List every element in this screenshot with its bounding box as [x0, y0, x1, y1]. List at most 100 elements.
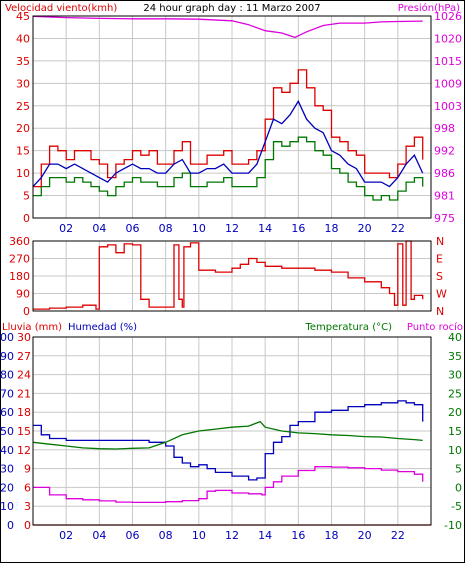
x-tick-label: 06: [126, 529, 140, 542]
x-tick-label: 14: [258, 529, 272, 542]
series-layer: [32, 15, 424, 201]
temperature-tick-labels: -10 -5 0 5 10 15 20 25 30 35 40: [444, 331, 462, 532]
x-tick-label: 10: [192, 222, 206, 235]
y-tick-labels: 0 90 180 270 360: [9, 235, 30, 318]
x-tick-label: 02: [59, 222, 73, 235]
humidity-tick-label: 10: [0, 500, 14, 513]
rain-tick-label: 24: [17, 369, 31, 382]
pressure-tick-label: 1015: [434, 55, 462, 68]
dew-point-axis-label: Punto rocío: [407, 321, 463, 333]
x-tick-labels: 02 04 06 08 10 12 14 16 18 20 22: [59, 529, 405, 542]
pressure-tick-label: 1026: [434, 10, 462, 23]
compass-tick-label: N: [436, 235, 444, 248]
x-tick-label: 02: [59, 529, 73, 542]
rain-tick-labels: 0 3 6 9 12 15 18 21 24 27 30: [17, 331, 31, 532]
temperature-tick-label: 40: [448, 331, 462, 344]
x-tick-label: 10: [192, 529, 206, 542]
temperature-tick-label: -10: [444, 519, 462, 532]
plot-border: [32, 240, 432, 312]
compass-tick-label: S: [436, 270, 443, 283]
dew-line: [33, 466, 424, 504]
direction-tick-label: 270: [9, 253, 30, 266]
wind-tick-label: 30: [16, 77, 30, 90]
pressure-tick-label: 1020: [434, 32, 462, 45]
y2-tick-labels: 975 981 986 992 998 1003 1009 1015 1020 1026: [434, 10, 462, 225]
humidity-tick-label: 80: [0, 369, 14, 382]
rain-tick-label: 12: [17, 444, 31, 457]
wind-pressure-panel: Velocidad viento(kmh) 24 hour graph day …: [5, 2, 462, 235]
x-tick-label: 04: [92, 529, 106, 542]
humidity-tick-label: 40: [0, 444, 14, 457]
rain-tick-label: 15: [17, 425, 31, 438]
temperature-tick-label: 5: [455, 463, 462, 476]
chart-title: 24 hour graph day : 11 Marzo 2007: [143, 3, 320, 14]
x-tick-label: 18: [325, 222, 339, 235]
compass-tick-label: E: [436, 253, 443, 266]
pressure-line: [32, 15, 423, 39]
direction-line: [33, 240, 424, 310]
humidity-tick-label: 0: [7, 519, 14, 532]
x-tick-label: 14: [258, 222, 272, 235]
min-line: [33, 136, 424, 201]
pressure-tick-label: 981: [434, 190, 455, 203]
rain-tick-label: 18: [17, 406, 31, 419]
gust-line: [33, 69, 424, 188]
temperature-tick-label: 20: [448, 406, 462, 419]
direction-tick-label: 90: [16, 288, 30, 301]
humidity-tick-label: 30: [0, 463, 14, 476]
humidity-axis-label: Humedad (%): [68, 322, 137, 333]
wind-tick-label: 35: [16, 55, 30, 68]
x-tick-label: 12: [225, 222, 239, 235]
rain-tick-label: 30: [17, 331, 31, 344]
rain-tick-label: 3: [24, 500, 31, 513]
direction-tick-label: 360: [9, 235, 30, 248]
humidity-tick-label: 100: [0, 331, 14, 344]
rain-tick-label: 6: [24, 481, 31, 494]
x-tick-label: 18: [325, 529, 339, 542]
x-tick-label: 06: [126, 222, 140, 235]
x-tick-label: 16: [291, 222, 305, 235]
x-tick-label: 22: [391, 529, 405, 542]
series-layer: [33, 240, 424, 310]
rain-tick-label: 27: [17, 350, 31, 363]
wind-tick-label: 5: [23, 190, 30, 203]
humidity-temperature-panel: Lluvia (mm) Humedad (%) Temperatura (°C)…: [0, 321, 463, 542]
wind-axis-label: Velocidad viento(kmh): [5, 3, 117, 14]
pressure-axis-label: Presión(hPa): [398, 2, 460, 14]
humidity-tick-label: 20: [0, 481, 14, 494]
pressure-tick-label: 992: [434, 145, 455, 158]
x-tick-label: 08: [159, 529, 173, 542]
wind-tick-label: 0: [23, 212, 30, 225]
humidity-tick-label: 70: [0, 387, 14, 400]
humidity-tick-label: 90: [0, 350, 14, 363]
pressure-tick-label: 1003: [434, 100, 462, 113]
direction-tick-label: 180: [9, 270, 30, 283]
x-tick-label: 04: [92, 222, 106, 235]
humidity-line: [33, 400, 424, 481]
plot-border: [32, 15, 432, 219]
y-tick-labels: 0 5 10 15 20 25 30 35 40 45: [16, 10, 30, 225]
humidity-tick-labels: 0 10 20 30 40 50 60 70 80 90 100: [0, 331, 14, 532]
compass-tick-label: W: [436, 288, 447, 301]
x-tick-labels: 02 04 06 08 10 12 14 16 18 20 22: [59, 222, 405, 235]
plot-border: [32, 336, 432, 526]
temperature-tick-label: 0: [455, 481, 462, 494]
temperature-tick-label: 25: [448, 387, 462, 400]
wind-tick-label: 40: [16, 32, 30, 45]
x-tick-label: 16: [291, 529, 305, 542]
pressure-tick-label: 975: [434, 212, 455, 225]
x-tick-label: 12: [225, 529, 239, 542]
temperature-line: [32, 420, 423, 450]
temperature-tick-label: -5: [451, 500, 462, 513]
avg-line: [32, 99, 424, 188]
temperature-axis-label: Temperatura (°C): [304, 322, 392, 333]
wind-tick-label: 20: [16, 122, 30, 135]
x-tick-label: 08: [159, 222, 173, 235]
direction-tick-label: 0: [23, 305, 30, 318]
temperature-tick-label: 30: [448, 369, 462, 382]
rain-tick-label: 0: [24, 519, 31, 532]
pressure-tick-label: 986: [434, 167, 455, 180]
